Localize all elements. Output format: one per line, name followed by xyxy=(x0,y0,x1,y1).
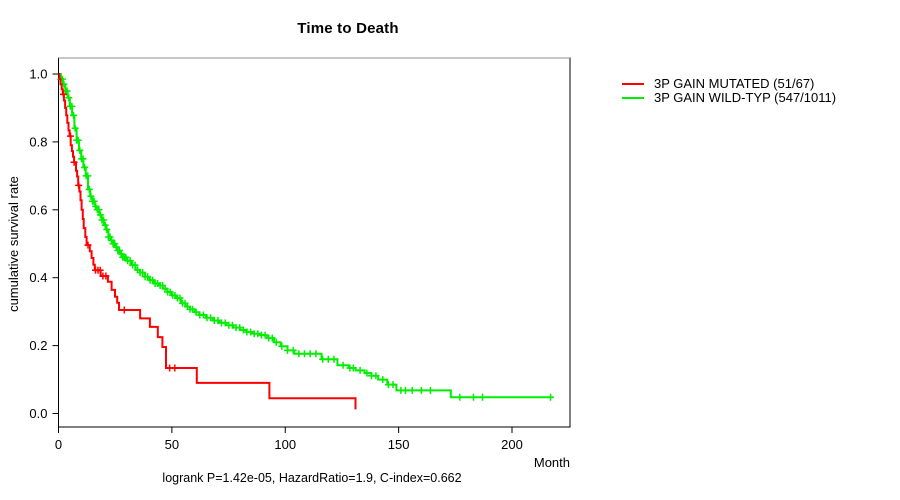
stats-annotation: logrank P=1.42e-05, HazardRatio=1.9, C-i… xyxy=(162,471,462,485)
y-tick-label: 0.4 xyxy=(29,270,47,285)
y-tick-label: 0.6 xyxy=(29,202,47,217)
x-tick-label: 0 xyxy=(55,437,62,452)
x-tick-label: 100 xyxy=(274,437,296,452)
y-tick-label: 0.8 xyxy=(29,134,47,149)
y-tick-label: 0.2 xyxy=(29,338,47,353)
x-tick-label: 150 xyxy=(388,437,410,452)
legend-item: 3P GAIN WILD-TYP (547/1011) xyxy=(622,91,836,104)
chart-title: Time to Death xyxy=(297,20,399,37)
survival-curve-mutated xyxy=(58,73,357,410)
legend: 3P GAIN MUTATED (51/67) 3P GAIN WILD-TYP … xyxy=(622,77,836,104)
plot-box xyxy=(58,57,571,428)
legend-line-swatch xyxy=(622,82,644,85)
x-tick-label: 50 xyxy=(165,437,179,452)
x-tick-label: 200 xyxy=(501,437,523,452)
survival-curve-wildtype xyxy=(58,73,553,399)
legend-label: 3P GAIN WILD-TYP (547/1011) xyxy=(654,90,837,105)
y-tick-label: 0.0 xyxy=(29,406,47,421)
censor-marks-mutated xyxy=(60,90,179,372)
x-axis-label: Month xyxy=(533,455,570,470)
legend-item: 3P GAIN MUTATED (51/67) xyxy=(622,77,836,90)
legend-label: 3P GAIN MUTATED (51/67) xyxy=(654,76,815,91)
legend-line-swatch xyxy=(622,96,644,99)
censor-marks-wildtype xyxy=(57,75,554,401)
y-tick-label: 1.0 xyxy=(29,67,47,82)
